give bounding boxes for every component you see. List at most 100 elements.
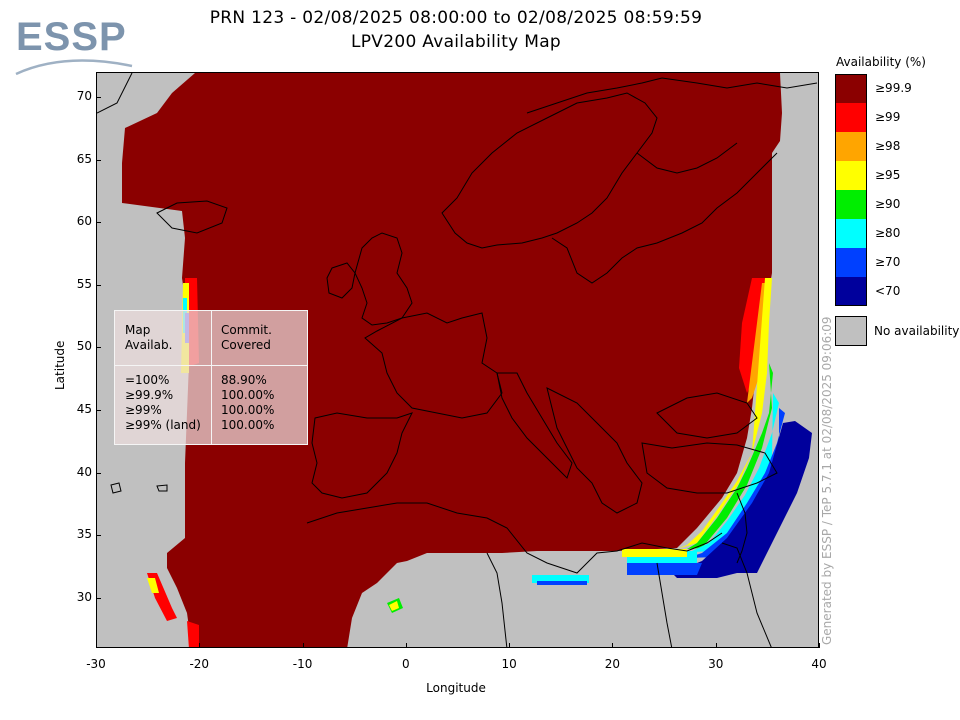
coastline-greenland bbox=[97, 73, 133, 114]
coverage-edge-sw-red bbox=[187, 621, 199, 647]
coverage-edge-east-navy bbox=[672, 421, 812, 578]
y-tick-label: 30 bbox=[76, 589, 92, 604]
legend-swatch bbox=[835, 132, 867, 161]
coverage-edge-east-cyan bbox=[677, 393, 779, 553]
legend-swatch bbox=[835, 74, 867, 103]
legend-swatch bbox=[835, 161, 867, 190]
x-tick-mark bbox=[199, 643, 201, 648]
coastlines bbox=[97, 73, 818, 647]
coastline-canaries bbox=[110, 482, 122, 494]
legend-swatch bbox=[835, 190, 867, 219]
x-tick-mark bbox=[96, 643, 97, 648]
coastline-france bbox=[364, 312, 503, 419]
stats-table-divider-v bbox=[211, 311, 212, 445]
coverage-region-main bbox=[122, 73, 782, 647]
coverage-edge-canary-yellow bbox=[147, 578, 159, 593]
coastline-north-africa bbox=[306, 502, 723, 574]
x-tick-mark bbox=[509, 643, 511, 648]
coastline-norway-north bbox=[526, 77, 663, 114]
x-tick-label: -30 bbox=[86, 657, 106, 671]
stats-table-divider-h bbox=[115, 365, 308, 366]
coastline-ireland bbox=[326, 262, 356, 299]
y-tick-mark bbox=[96, 159, 101, 161]
y-tick-label: 55 bbox=[76, 276, 92, 291]
x-tick-mark bbox=[612, 643, 614, 648]
legend-label: ≥99 bbox=[875, 110, 901, 124]
stats-table: Map Availab. Commit. Covered =100% ≥99.9… bbox=[114, 310, 308, 445]
coastline-turkey bbox=[641, 442, 778, 494]
coastline-azores bbox=[156, 484, 168, 492]
coastline-black-sea bbox=[656, 392, 758, 439]
legend-swatch bbox=[835, 277, 867, 306]
y-tick-mark bbox=[96, 535, 101, 537]
coastline-balkans bbox=[546, 387, 643, 514]
logo-text: ESSP bbox=[16, 15, 127, 59]
legend-label: ≥98 bbox=[875, 139, 901, 153]
y-tick-mark bbox=[96, 284, 101, 286]
y-tick-label: 35 bbox=[76, 527, 92, 542]
legend-swatch-no-availability bbox=[835, 316, 867, 346]
coastline-uk bbox=[354, 232, 413, 326]
legend-label: ≥95 bbox=[875, 168, 901, 182]
coastline-iceland bbox=[156, 200, 228, 234]
x-tick-label: 10 bbox=[501, 657, 517, 671]
map-title: PRN 123 - 02/08/2025 08:00:00 to 02/08/2… bbox=[209, 8, 703, 28]
stats-header-commit-covered: Commit. Covered bbox=[221, 323, 272, 352]
coastline-sahara-border bbox=[486, 552, 508, 647]
legend-label-no-availability: No availability bbox=[874, 324, 960, 338]
y-tick-label: 40 bbox=[76, 464, 92, 479]
x-tick-mark bbox=[405, 643, 407, 648]
legend-label: ≥80 bbox=[875, 226, 901, 240]
x-tick-mark bbox=[302, 643, 304, 648]
y-axis-label: Latitude bbox=[53, 340, 67, 390]
y-tick-mark bbox=[96, 222, 101, 224]
y-tick-mark bbox=[96, 472, 101, 474]
x-tick-label: -10 bbox=[292, 657, 313, 671]
x-tick-label: 40 bbox=[811, 657, 827, 671]
map-subtitle: LPV200 Availability Map bbox=[350, 32, 562, 52]
legend-label: ≥90 bbox=[875, 197, 901, 211]
coverage-edge-egypt-yellow bbox=[622, 549, 687, 557]
stats-header-map-availability: Map Availab. bbox=[125, 323, 173, 352]
coastline-nile bbox=[656, 562, 673, 647]
essp-logo: ESSP bbox=[15, 15, 133, 76]
coverage-edge-algeria-yellow bbox=[389, 601, 399, 611]
legend-label: ≥99.9 bbox=[875, 81, 912, 95]
legend-swatch bbox=[835, 248, 867, 277]
y-tick-label: 60 bbox=[76, 214, 92, 229]
legend-label: <70 bbox=[875, 284, 901, 298]
legend-swatch bbox=[835, 103, 867, 132]
legend-title: Availability (%) bbox=[836, 55, 926, 69]
coastline-iberia bbox=[311, 412, 413, 499]
coverage-edge-libya-navy bbox=[537, 581, 587, 585]
stats-rows-covered: 88.90% 100.00% 100.00% 100.00% bbox=[221, 373, 275, 432]
generated-footer: Generated by ESSP / TeP 5.7.1 at 02/08/2… bbox=[820, 316, 834, 645]
y-tick-mark bbox=[96, 410, 101, 412]
coastline-sinai bbox=[721, 542, 772, 647]
coverage-edge-east-green bbox=[687, 363, 773, 549]
legend-label: ≥70 bbox=[875, 255, 901, 269]
x-tick-label: 0 bbox=[402, 657, 410, 671]
x-tick-label: 20 bbox=[604, 657, 621, 671]
coastline-italy bbox=[496, 372, 573, 479]
coastline-russia-north bbox=[661, 77, 818, 89]
x-tick-mark bbox=[715, 643, 717, 648]
y-tick-label: 50 bbox=[76, 339, 92, 354]
stats-rows-availability: =100% ≥99.9% ≥99% ≥99% (land) bbox=[125, 373, 201, 432]
y-tick-mark bbox=[96, 597, 101, 599]
coastline-baltic bbox=[551, 152, 778, 284]
coverage-edge-east-red bbox=[739, 278, 765, 393]
x-tick-label: -20 bbox=[189, 657, 210, 671]
y-tick-mark bbox=[96, 97, 101, 99]
coverage-edge-egypt-navy bbox=[627, 563, 702, 575]
y-tick-label: 70 bbox=[76, 89, 92, 104]
y-tick-label: 65 bbox=[76, 151, 92, 166]
x-tick-mark bbox=[819, 643, 820, 648]
coastline-finland bbox=[636, 142, 738, 174]
y-tick-label: 45 bbox=[76, 402, 92, 417]
legend-swatch bbox=[835, 219, 867, 248]
logo-swoosh bbox=[15, 59, 133, 76]
y-tick-mark bbox=[96, 347, 101, 349]
x-axis-label: Longitude bbox=[426, 681, 486, 695]
x-tick-label: 30 bbox=[708, 657, 724, 671]
